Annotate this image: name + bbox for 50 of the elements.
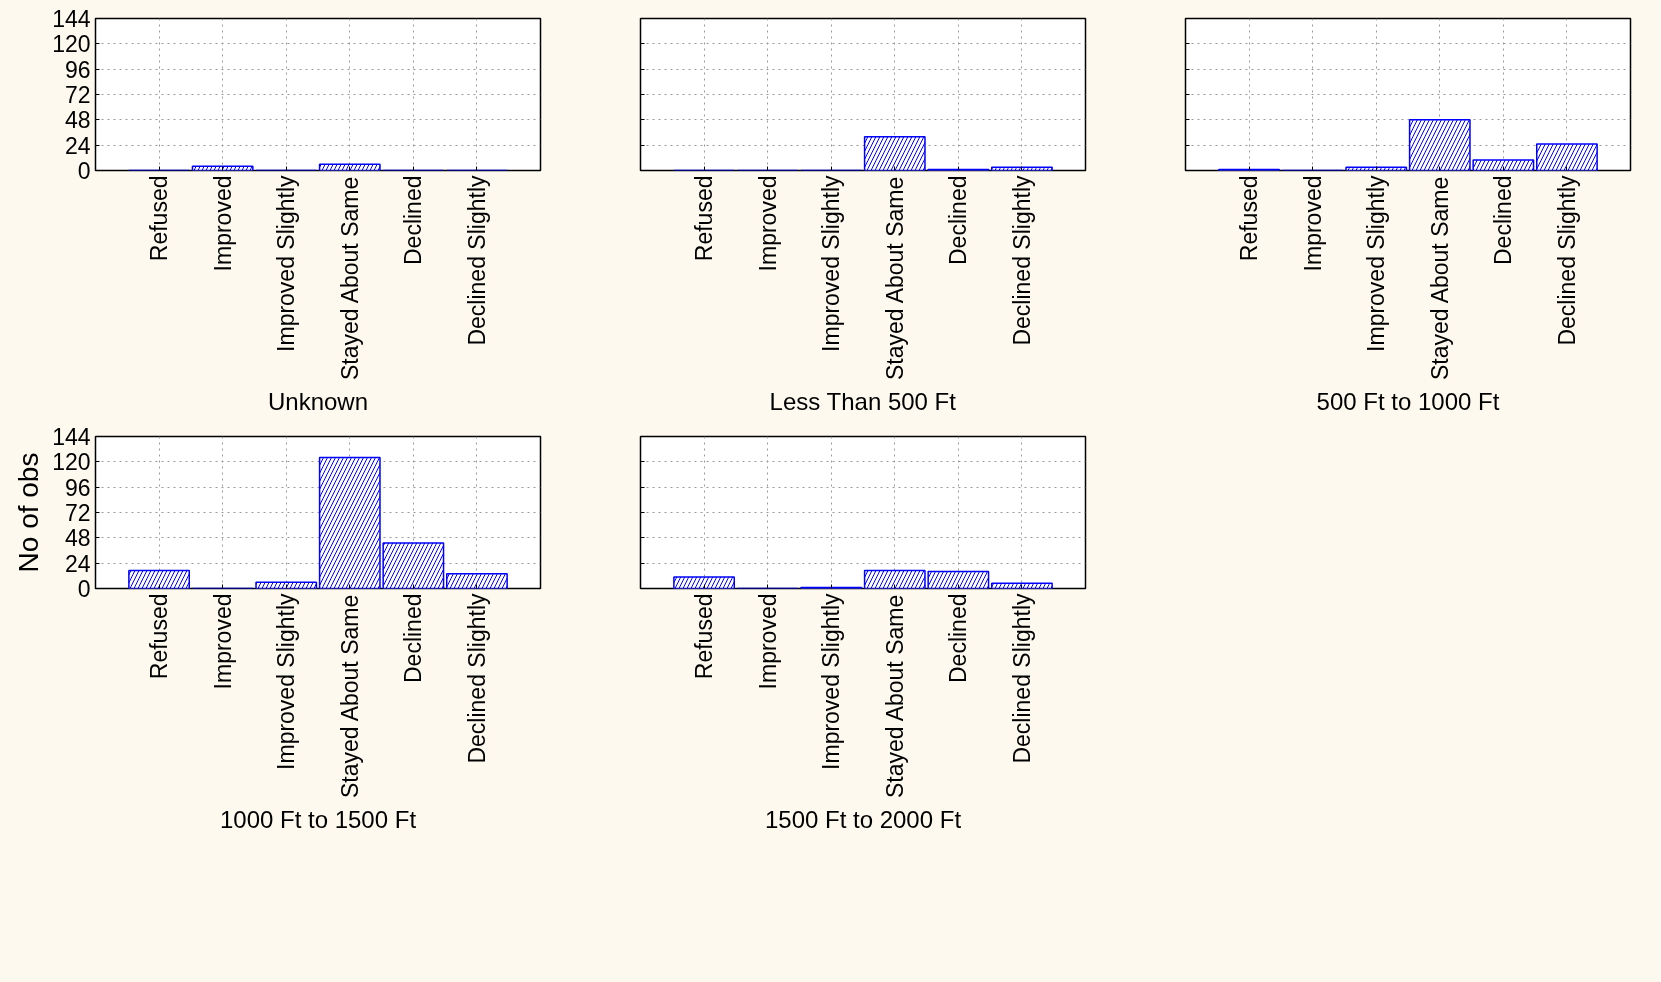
x-tick-label: Declined — [945, 593, 972, 683]
x-tick-label: Improved — [1299, 175, 1326, 272]
x-tick-label: Stayed About Same — [336, 594, 363, 799]
y-tick-label: 0 — [77, 576, 91, 602]
x-tick-label: Refused — [146, 175, 173, 262]
x-tick-label: Declined — [945, 175, 972, 265]
y-tick-label: 48 — [64, 107, 91, 134]
x-tick-label: Improved Slightly — [818, 175, 845, 352]
y-tick-label: 144 — [52, 424, 91, 450]
x-tick-label: Declined Slightly — [1008, 593, 1035, 764]
y-tick-label: 120 — [52, 31, 91, 58]
y-tick-label: 96 — [64, 56, 91, 83]
y-tick-label: 48 — [64, 525, 91, 552]
x-tick-label: Improved — [754, 593, 781, 690]
y-tick-label: 96 — [64, 474, 91, 501]
x-axis-title: 1500 Ft to 2000 Ft — [764, 806, 962, 834]
x-tick-label: Improved Slightly — [1363, 175, 1390, 352]
x-axis-title: 500 Ft to 1000 Ft — [1316, 388, 1500, 416]
x-tick-label: Improved Slightly — [273, 593, 300, 770]
x-tick-label: Declined Slightly — [1008, 175, 1035, 346]
y-tick-label: 120 — [52, 449, 91, 476]
x-axis-title: Unknown — [267, 388, 369, 416]
x-tick-label: Stayed About Same — [1426, 176, 1453, 381]
y-tick-label: 24 — [64, 132, 91, 159]
y-tick-label: 72 — [64, 82, 91, 108]
x-tick-label: Stayed About Same — [881, 176, 908, 381]
x-tick-label: Refused — [146, 593, 173, 680]
x-tick-label: Declined — [400, 175, 427, 265]
x-tick-label: Improved Slightly — [818, 593, 845, 770]
x-tick-label: Declined Slightly — [463, 175, 490, 346]
x-tick-label: Declined Slightly — [1553, 175, 1580, 346]
x-tick-label: Improved — [209, 175, 236, 272]
y-tick-label: 144 — [52, 6, 91, 32]
x-tick-label: Declined — [1490, 175, 1517, 265]
x-axis-title: 1000 Ft to 1500 Ft — [219, 806, 417, 834]
y-tick-label: 72 — [64, 500, 91, 526]
x-tick-label: Refused — [1236, 175, 1263, 262]
x-tick-label: Declined — [400, 593, 427, 683]
x-tick-label: Improved — [754, 175, 781, 272]
x-tick-label: Refused — [691, 593, 718, 680]
y-axis-title: No of obs — [13, 452, 45, 573]
x-tick-label: Stayed About Same — [336, 176, 363, 381]
x-tick-label: Declined Slightly — [463, 593, 490, 764]
x-tick-label: Improved — [209, 593, 236, 690]
y-tick-label: 0 — [77, 158, 91, 184]
y-tick-label: 24 — [64, 550, 91, 577]
x-tick-label: Stayed About Same — [881, 594, 908, 799]
x-tick-label: Improved Slightly — [273, 175, 300, 352]
x-tick-label: Refused — [691, 175, 718, 262]
x-axis-title: Less Than 500 Ft — [769, 388, 957, 416]
